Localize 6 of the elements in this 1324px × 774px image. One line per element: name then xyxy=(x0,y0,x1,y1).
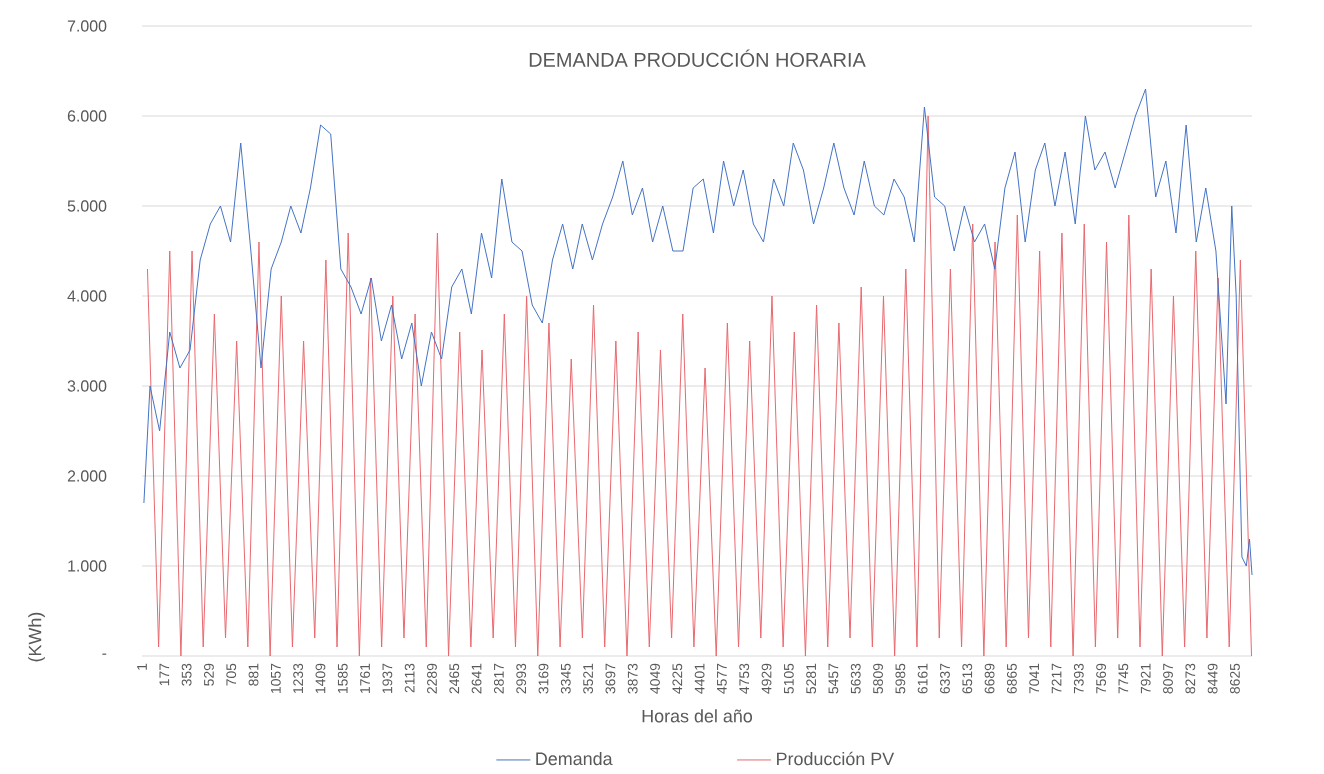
legend-label: Producción PV xyxy=(777,751,895,766)
x-axis-title: Horas del año xyxy=(642,709,753,723)
y-axis-title: (KWh) xyxy=(28,612,45,662)
legend-label: Demanda xyxy=(536,751,613,766)
line-series xyxy=(146,115,1253,657)
text: DEMANDA PRODUCCIÓN HORARIA xyxy=(529,49,866,67)
